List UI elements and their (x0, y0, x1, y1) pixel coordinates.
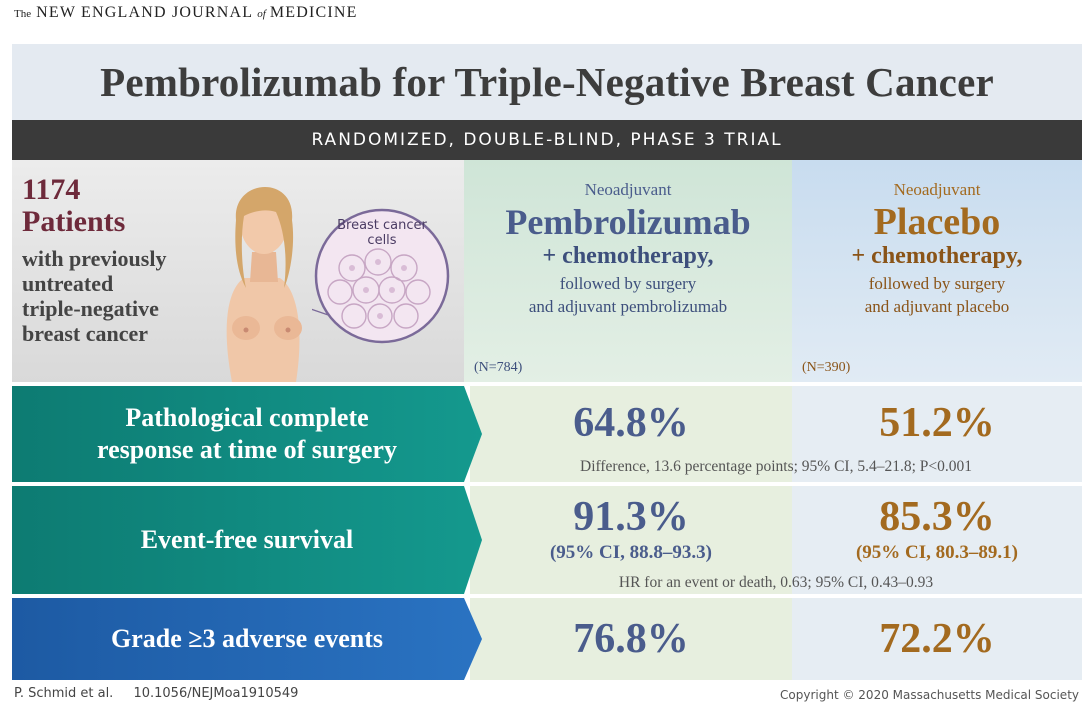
placebo-arm-header: Neoadjuvant Placebo + chemotherapy, foll… (792, 160, 1082, 382)
ae-pembrolizumab-cell (470, 598, 792, 680)
efs-placebo-value: 85.3% (879, 494, 995, 540)
arm-drug-name: Placebo (873, 201, 1001, 243)
patient-description: with previously untreated triple-negativ… (22, 246, 166, 346)
pcr-statistic: Difference, 13.6 percentage points; 95% … (580, 458, 972, 475)
efs-statistic: HR for an event or death, 0.63; 95% CI, … (618, 574, 934, 591)
arm-chemo: + chemotherapy, (542, 243, 714, 269)
outcome-label-line: response at time of surgery (97, 435, 397, 464)
arm-follow-line: and adjuvant pembrolizumab (528, 297, 728, 316)
arm-follow: followed by surgery and adjuvant placebo (792, 272, 1082, 318)
ae-placebo-value: 72.2% (879, 616, 995, 662)
journal-name-b: MEDICINE (269, 4, 358, 21)
journal-of: of (257, 8, 266, 20)
arm-chemo: + chemotherapy, (851, 243, 1023, 269)
pcr-placebo-cell (792, 386, 1082, 482)
ae-placebo-cell (792, 598, 1082, 680)
arm-follow-line: followed by surgery (868, 274, 1006, 293)
arm-follow-line: and adjuvant placebo (864, 297, 1010, 316)
outcome-label-efs: Event-free survival (12, 486, 482, 594)
cells-label-line: Breast cancer (337, 218, 427, 233)
pcr-placebo-value: 51.2% (879, 400, 995, 446)
patient-desc-line: with previously (22, 246, 167, 271)
arm-sample-size: (N=784) (474, 360, 523, 375)
arm-sample-size: (N=390) (802, 360, 851, 375)
citation: P. Schmid et al. 10.1056/NEJMoa1910549 (14, 686, 298, 701)
authors: P. Schmid et al. (14, 686, 114, 701)
arm-drug-name: Pembrolizumab (505, 202, 751, 242)
breast-cancer-cells-illustration (312, 208, 450, 344)
page-title: Pembrolizumab for Triple-Negative Breast… (100, 59, 994, 105)
trial-type: RANDOMIZED, DOUBLE-BLIND, PHASE 3 TRIAL (311, 130, 783, 150)
pcr-pembrolizumab-value: 64.8% (573, 400, 689, 446)
patient-desc-line: triple-negative (22, 296, 159, 321)
journal-name-a: NEW ENGLAND JOURNAL (36, 4, 254, 21)
patient-illustration (226, 186, 302, 382)
efs-pembrolizumab-cell (470, 486, 792, 594)
outcome-label-pcr: Pathological complete response at time o… (12, 386, 482, 482)
efs-placebo-cell (792, 486, 1082, 594)
journal-masthead: The NEW ENGLAND JOURNAL of MEDICINE (14, 4, 358, 26)
pembrolizumab-arm-header: Neoadjuvant Pembrolizumab + chemotherapy… (464, 160, 792, 382)
title-band: Pembrolizumab for Triple-Negative Breast… (12, 44, 1082, 120)
arm-follow-line: followed by surgery (559, 274, 697, 293)
efs-pembrolizumab-ci: (95% CI, 88.8–93.3) (549, 542, 713, 563)
cells-label-line: cells (367, 233, 397, 248)
arm-neoadjuvant-label: Neoadjuvant (584, 180, 672, 199)
efs-placebo-ci: (95% CI, 80.3–89.1) (855, 542, 1019, 563)
arm-neoadjuvant-label: Neoadjuvant (893, 180, 981, 199)
copyright: Copyright © 2020 Massachusetts Medical S… (780, 688, 1079, 702)
ae-pembrolizumab-value: 76.8% (573, 616, 689, 662)
outcome-label-adverse-events: Grade ≥3 adverse events (12, 598, 482, 680)
patient-desc-line: untreated (22, 271, 114, 296)
patient-label: Patients (22, 205, 126, 238)
outcome-label-line: Pathological complete (125, 403, 369, 432)
patient-count: 1174 (22, 173, 81, 206)
trial-type-band: RANDOMIZED, DOUBLE-BLIND, PHASE 3 TRIAL (12, 120, 1082, 160)
outcome-label-line: Event-free survival (140, 525, 354, 554)
outcome-label-line: Grade ≥3 adverse events (110, 624, 384, 653)
cells-label: Breast cancer cells (322, 218, 442, 248)
patients-panel: 1174 Patients with previously untreated … (12, 160, 464, 382)
pcr-pembrolizumab-cell (470, 386, 792, 482)
arm-follow: followed by surgery and adjuvant pembrol… (464, 272, 792, 318)
efs-pembrolizumab-value: 91.3% (573, 494, 689, 540)
journal-the: The (14, 8, 32, 20)
doi: 10.1056/NEJMoa1910549 (133, 686, 299, 701)
patient-desc-line: breast cancer (22, 321, 149, 346)
